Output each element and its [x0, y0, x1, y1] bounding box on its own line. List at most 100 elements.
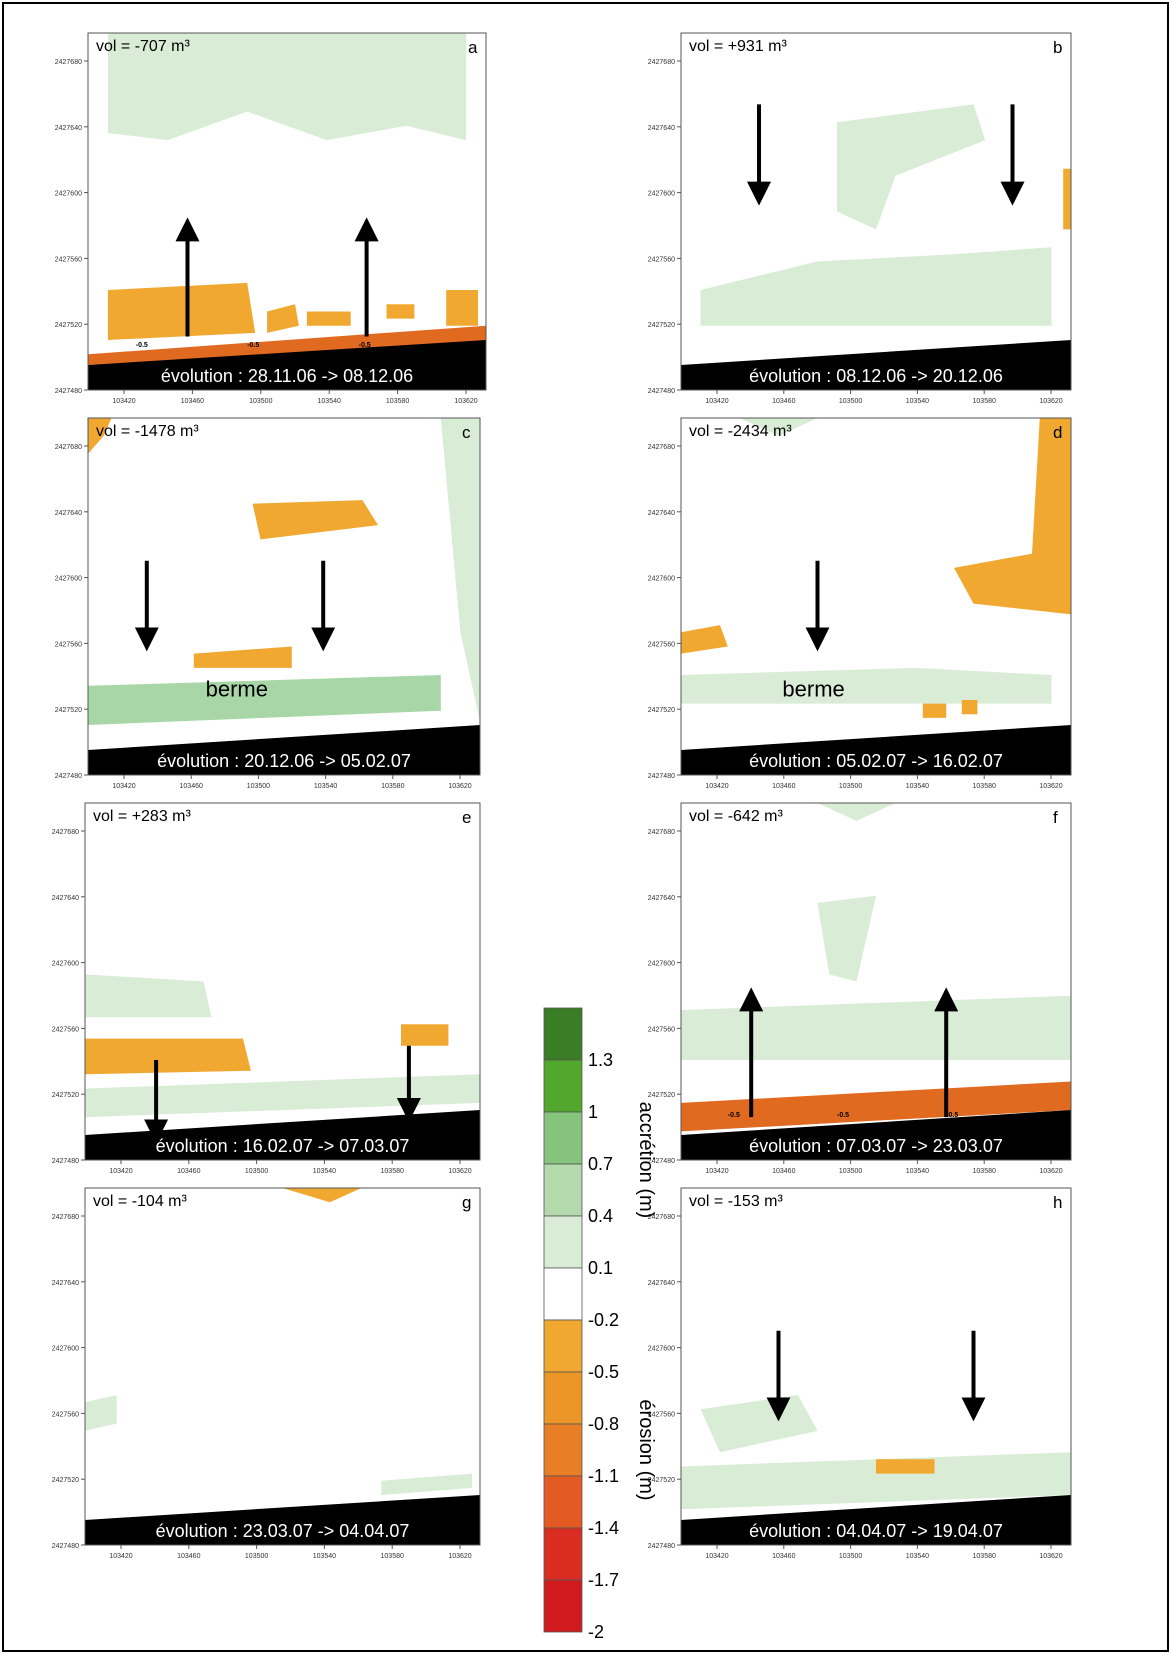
- y-tick-label: 2427520: [55, 707, 82, 714]
- change-region: [85, 1395, 117, 1431]
- x-tick-label: 103620: [448, 1553, 471, 1560]
- colorbar-band: [543, 1215, 583, 1269]
- colorbar-legend: 1.3 1 0.7 0.4 0.1 -0.2 -0.5 -0.8 -1.1 -1.4 -1.7 -2 a…: [543, 1007, 657, 1642]
- panel-frame: [87, 417, 481, 776]
- x-tick-label: 103580: [386, 398, 409, 405]
- change-region: [107, 282, 256, 340]
- x-tick-label: 103460: [177, 1168, 200, 1175]
- y-tick-label: 2427520: [648, 1477, 675, 1484]
- land-mask: [681, 1110, 1071, 1160]
- colorbar-tick-label: -0.8: [588, 1414, 619, 1434]
- y-tick-label: 2427680: [52, 1214, 79, 1221]
- y-tick-label: 2427640: [648, 895, 675, 902]
- x-tick-label: 103500: [839, 1553, 862, 1560]
- colorbar-tick-label: -1.7: [588, 1570, 619, 1590]
- colorbar-tick-label: 1: [588, 1102, 598, 1122]
- x-tick-label: 103620: [448, 1168, 471, 1175]
- berme-label: berme: [206, 676, 268, 701]
- contour-label: -0.5: [728, 1112, 740, 1119]
- colorbar-tick-label: -0.5: [588, 1362, 619, 1382]
- x-tick-label: 103460: [180, 783, 203, 790]
- y-tick-label: 2427680: [55, 59, 82, 66]
- land-mask: [681, 340, 1071, 390]
- y-tick-label: 2427520: [648, 707, 675, 714]
- volume-label: vol = +931 m³: [689, 38, 788, 55]
- change-region: [401, 1024, 449, 1046]
- x-tick-label: 103420: [109, 1553, 132, 1560]
- panel-letter: h: [1053, 1193, 1062, 1212]
- change-region: [282, 1188, 362, 1203]
- volume-label: vol = -153 m³: [689, 1193, 783, 1210]
- y-tick-label: 2427640: [648, 1280, 675, 1287]
- change-region: [446, 290, 478, 326]
- x-tick-label: 103460: [772, 398, 795, 405]
- period-label: évolution : 07.03.07 -> 23.03.07: [749, 1136, 1003, 1156]
- y-tick-label: 2427600: [52, 961, 79, 968]
- y-tick-label: 2427600: [648, 576, 675, 583]
- x-tick-label: 103620: [454, 398, 477, 405]
- x-tick-label: 103540: [906, 398, 929, 405]
- y-tick-label: 2427640: [52, 895, 79, 902]
- x-tick-label: 103500: [245, 1553, 268, 1560]
- y-tick-label: 2427680: [648, 444, 675, 451]
- colorbar-band: [543, 1423, 583, 1477]
- volume-label: vol = -1478 m³: [96, 423, 199, 440]
- x-tick-label: 103500: [249, 398, 272, 405]
- x-tick-label: 103540: [906, 783, 929, 790]
- change-region: [954, 418, 1071, 615]
- change-region: [700, 247, 1052, 326]
- x-tick-label: 103500: [839, 398, 862, 405]
- period-label: évolution : 28.11.06 -> 08.12.06: [161, 366, 413, 386]
- x-tick-label: 103540: [906, 1168, 929, 1175]
- change-region: [85, 974, 212, 1018]
- land-mask: [85, 1110, 480, 1160]
- x-tick-label: 103540: [318, 398, 341, 405]
- period-label: évolution : 16.02.07 -> 07.03.07: [156, 1136, 410, 1156]
- change-region: [961, 700, 978, 715]
- colorbar-tick-label: -2: [588, 1622, 604, 1642]
- colorbar-band: [543, 1371, 583, 1425]
- change-region: [922, 703, 947, 718]
- colorbar-tick-label: 0.7: [588, 1154, 613, 1174]
- x-tick-label: 103540: [314, 783, 337, 790]
- y-tick-label: 2427560: [52, 1026, 79, 1033]
- change-region: [837, 104, 986, 230]
- period-label: évolution : 23.03.07 -> 04.04.07: [156, 1521, 410, 1541]
- y-tick-label: 2427520: [648, 322, 675, 329]
- y-tick-label: 2427680: [648, 59, 675, 66]
- y-tick-label: 2427480: [52, 1543, 79, 1550]
- y-tick-label: 2427560: [52, 1411, 79, 1418]
- x-tick-label: 103580: [973, 398, 996, 405]
- panel-frame: [87, 32, 487, 391]
- x-tick-label: 103580: [381, 1553, 404, 1560]
- x-tick-label: 103500: [247, 783, 270, 790]
- colorbar-tick-label: -1.1: [588, 1466, 619, 1486]
- change-region: [252, 500, 379, 540]
- y-tick-label: 2427640: [648, 510, 675, 517]
- y-tick-label: 2427640: [52, 1280, 79, 1287]
- volume-label: vol = -642 m³: [689, 808, 783, 825]
- panels-layer: -0.5 -0.5 -0.5 vol = -707 m³ a évolution : 28…: [52, 32, 1072, 1560]
- y-tick-label: 2427480: [648, 1543, 675, 1550]
- period-label: évolution : 08.12.06 -> 20.12.06: [749, 366, 1003, 386]
- y-tick-label: 2427560: [55, 641, 82, 648]
- panel-letter: c: [462, 423, 471, 442]
- x-tick-label: 103420: [705, 1168, 728, 1175]
- y-tick-label: 2427600: [52, 1346, 79, 1353]
- panel-frame: [680, 802, 1072, 1161]
- x-tick-label: 103620: [1039, 1553, 1062, 1560]
- y-tick-label: 2427640: [648, 125, 675, 132]
- panel-frame: [84, 1187, 481, 1546]
- colorbar-tick-label: 0.1: [588, 1258, 613, 1278]
- x-tick-label: 103420: [112, 783, 135, 790]
- change-region: [681, 1081, 1071, 1132]
- y-tick-label: 2427480: [648, 773, 675, 780]
- y-tick-label: 2427640: [55, 125, 82, 132]
- change-region: [85, 1038, 251, 1075]
- x-tick-label: 103500: [839, 1168, 862, 1175]
- y-tick-label: 2427680: [648, 1214, 675, 1221]
- y-tick-label: 2427480: [648, 388, 675, 395]
- contour-label: -0.5: [247, 342, 259, 349]
- period-label: évolution : 04.04.07 -> 19.04.07: [749, 1521, 1003, 1541]
